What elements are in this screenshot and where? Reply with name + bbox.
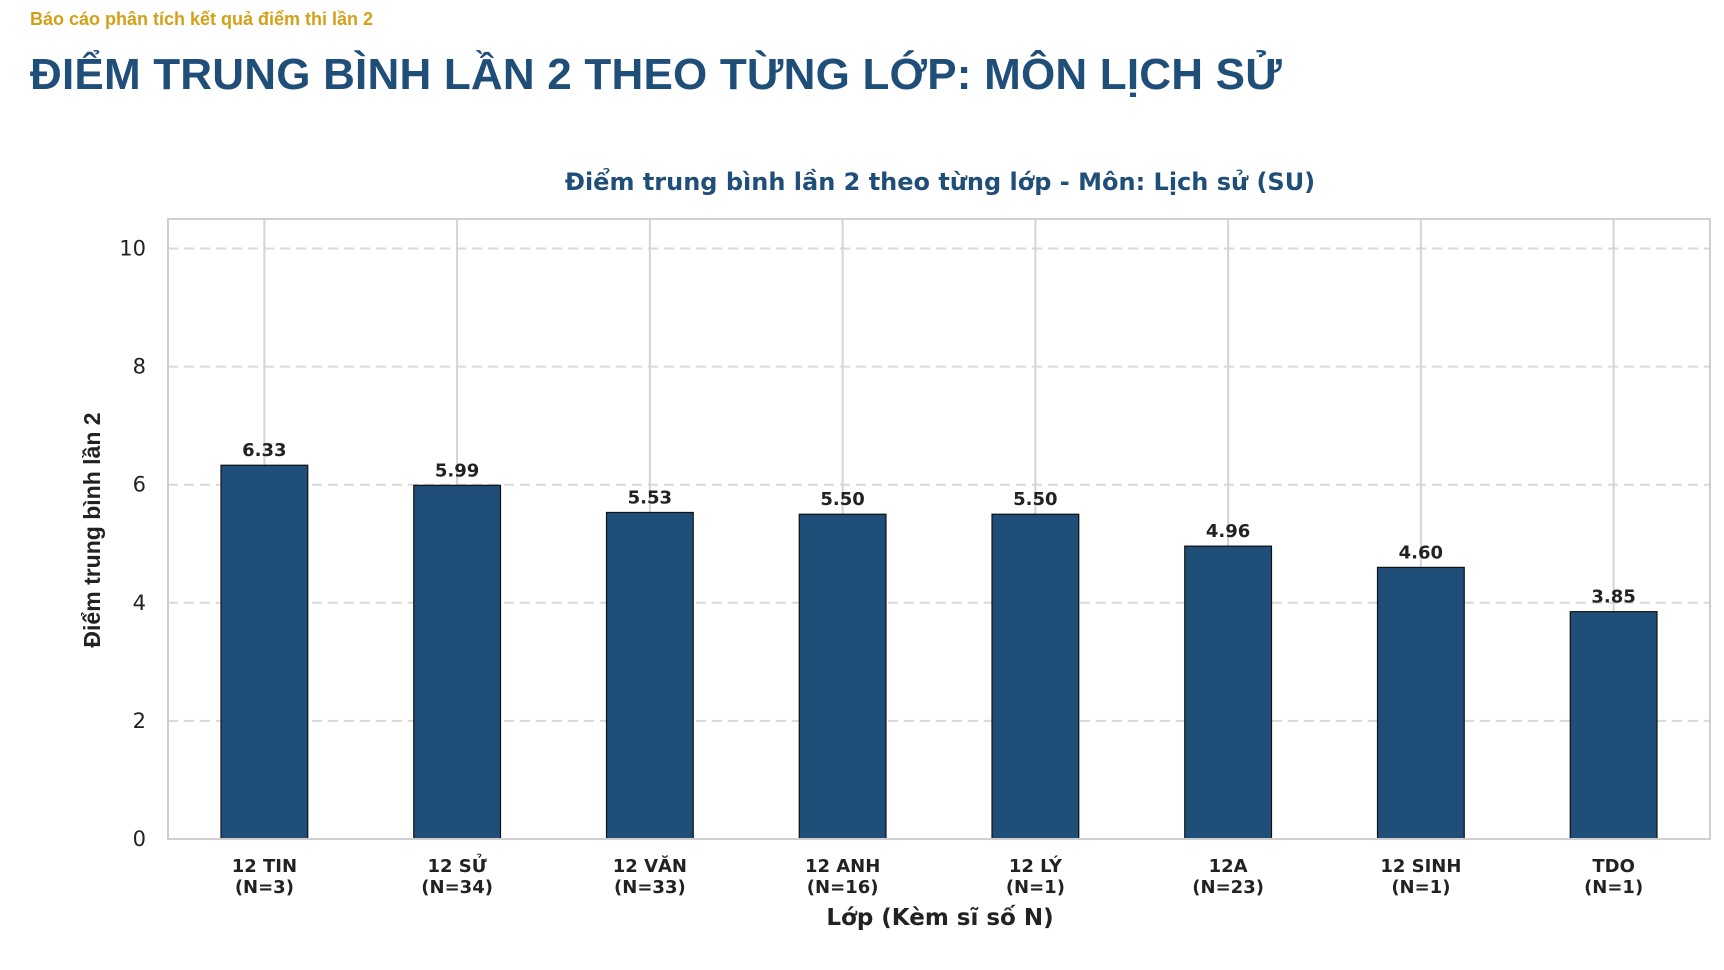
- x-tick-label: 12 TIN: [232, 856, 297, 877]
- chart-title: Điểm trung bình lần 2 theo từng lớp - Mô…: [565, 166, 1315, 196]
- plot-frame: [167, 218, 1711, 840]
- y-tick-label: 8: [133, 355, 146, 379]
- x-tick-count-label: (N=3): [235, 877, 294, 898]
- y-tick-label: 2: [133, 709, 146, 733]
- y-tick-label: 6: [133, 473, 146, 497]
- x-tick-count-label: (N=1): [1584, 877, 1643, 898]
- bar-value-label: 4.96: [1206, 521, 1250, 542]
- bar: [1184, 545, 1273, 840]
- x-tick-count-label: (N=33): [614, 877, 686, 898]
- bar: [991, 513, 1080, 840]
- y-tick-label: 10: [119, 237, 146, 261]
- bar-value-label: 6.33: [242, 440, 286, 461]
- x-tick-label: 12A: [1209, 856, 1248, 877]
- bar-value-label: 5.50: [1013, 489, 1057, 510]
- x-tick-count-label: (N=1): [1391, 877, 1450, 898]
- bar-value-label: 5.53: [628, 487, 672, 508]
- bar-value-label: 3.85: [1591, 587, 1635, 608]
- bar: [1569, 611, 1658, 840]
- bar: [413, 484, 502, 840]
- x-tick-label: 12 SỬ: [427, 853, 486, 877]
- x-tick-label: 12 VĂN: [613, 855, 687, 877]
- bar-value-label: 5.99: [435, 460, 479, 481]
- x-tick-count-label: (N=23): [1192, 877, 1264, 898]
- x-axis-label: Lớp (Kèm sĩ số N): [826, 904, 1053, 931]
- bar-value-label: 5.50: [820, 489, 864, 510]
- report-title: ĐIỂM TRUNG BÌNH LẦN 2 THEO TỪNG LỚP: MÔN…: [30, 50, 1282, 99]
- bar: [220, 464, 309, 840]
- x-tick-count-label: (N=34): [421, 877, 493, 898]
- bars: [220, 464, 1658, 840]
- bar: [605, 511, 694, 840]
- x-tick-label: 12 SINH: [1380, 856, 1461, 877]
- bar-value-label: 4.60: [1399, 542, 1443, 563]
- y-axis-label: Điểm trung bình lần 2: [79, 412, 105, 647]
- x-tick-label: TDO: [1592, 856, 1635, 877]
- x-tick-count-label: (N=1): [1006, 877, 1065, 898]
- y-tick-label: 0: [133, 827, 146, 851]
- labels: 0 2 4 6 8 10 6.33 12 TIN(N=3) 5.99 12 SỬ(N=34) 5.5…: [119, 237, 1643, 898]
- x-tick-count-label: (N=16): [807, 877, 879, 898]
- x-tick-label: 12 ANH: [805, 856, 880, 877]
- grid: [168, 219, 1710, 839]
- report-subtitle: Báo cáo phân tích kết quả điểm thi lần 2: [30, 9, 374, 29]
- bar: [1376, 566, 1465, 840]
- y-tick-label: 4: [133, 591, 146, 615]
- bar: [798, 513, 887, 840]
- x-tick-label: 12 LÝ: [1009, 855, 1063, 877]
